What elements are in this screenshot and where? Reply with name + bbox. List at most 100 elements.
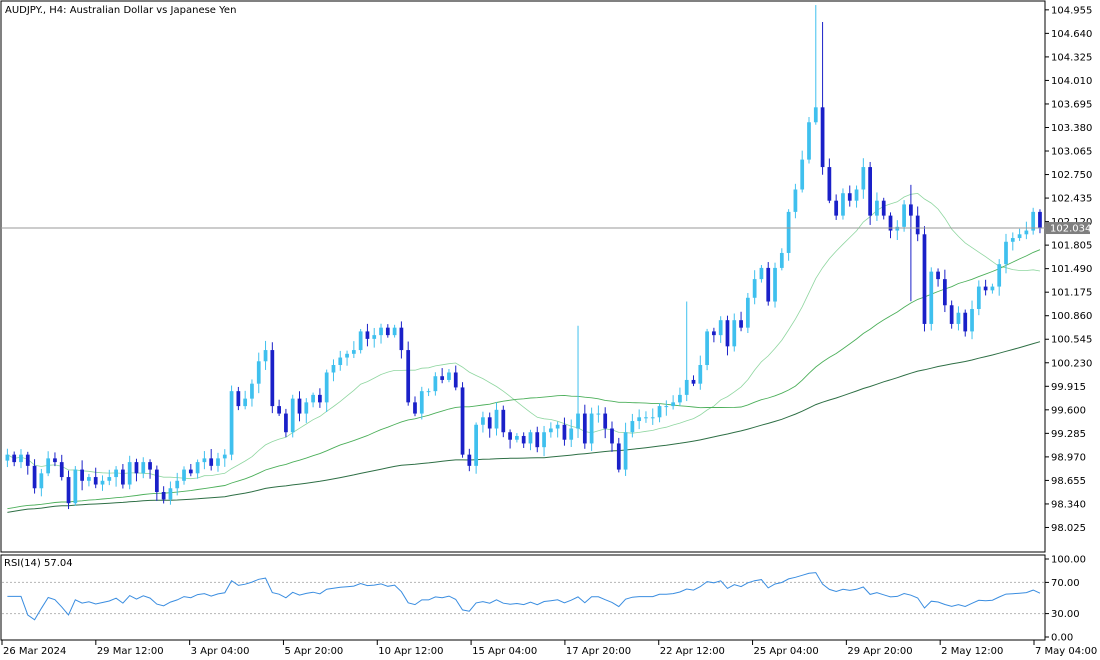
candle-body — [433, 376, 438, 392]
candle-body — [1024, 230, 1029, 235]
moving-average-line-3 — [7, 341, 1041, 513]
price-axis-label: 100.545 — [1051, 335, 1092, 346]
candle-body — [827, 167, 832, 201]
candle-body — [256, 361, 261, 384]
price-axis-label: 104.325 — [1051, 52, 1092, 63]
candle-body — [304, 402, 309, 414]
candle-body — [32, 465, 37, 489]
candle-body — [406, 350, 411, 403]
candle-body — [202, 458, 207, 463]
candle-body — [562, 424, 567, 440]
rsi-axis-label: 70.00 — [1051, 578, 1080, 589]
price-axis: 104.955 104.640 104.325 104.010 103.695 103.3… — [1045, 5, 1092, 534]
time-axis-label: 22 Apr 12:00 — [660, 646, 725, 657]
price-axis-label: 104.010 — [1051, 76, 1092, 87]
candle-body — [956, 312, 961, 324]
candle-body — [39, 473, 44, 489]
candle-body — [121, 469, 125, 485]
candle-body — [1010, 238, 1015, 242]
candle-body — [331, 365, 336, 373]
candle-body — [596, 413, 601, 415]
candle-body — [800, 159, 805, 190]
time-axis-label: 2 May 12:00 — [941, 646, 1003, 657]
candle-body — [5, 454, 10, 461]
candle-body — [582, 413, 587, 444]
candle-body — [535, 432, 540, 448]
candle-body — [467, 454, 472, 466]
candle-body — [752, 279, 757, 298]
candle-body — [922, 234, 927, 324]
candle-body — [875, 200, 879, 216]
candle-body — [807, 122, 811, 160]
candles — [5, 5, 1042, 510]
candle-body — [603, 413, 608, 429]
candle-body — [392, 327, 397, 336]
rsi-series — [2, 572, 1044, 621]
candle-body — [413, 402, 417, 414]
candle-body — [637, 417, 642, 422]
candle-body — [453, 372, 458, 388]
candle-body — [148, 462, 152, 470]
candle-body — [569, 428, 574, 440]
candle-body — [745, 297, 750, 328]
candle-body — [508, 432, 512, 440]
candle-body — [175, 480, 180, 489]
price-axis-label: 98.970 — [1051, 452, 1086, 463]
current-price-badge — [1046, 222, 1090, 235]
candle-body — [718, 320, 723, 336]
candle-body — [365, 331, 370, 339]
candle-body — [385, 327, 390, 336]
candle-body — [834, 200, 839, 216]
candle-body — [610, 428, 614, 444]
candle-body — [1038, 211, 1042, 229]
main-plot-frame — [0, 0, 1046, 553]
candle-body — [127, 462, 132, 485]
candle-body — [236, 391, 241, 407]
candle-body — [1031, 211, 1036, 231]
candle-body — [107, 477, 112, 481]
candle-body — [970, 308, 974, 332]
price-axis-label: 103.695 — [1051, 99, 1092, 110]
candle-body — [515, 435, 519, 440]
candle-body — [779, 252, 784, 268]
rsi-axis-label: 30.00 — [1051, 609, 1080, 620]
candle-body — [868, 167, 873, 216]
candle-body — [161, 491, 166, 500]
candle-body — [895, 226, 900, 231]
candle-body — [93, 477, 98, 485]
candle-body — [59, 462, 64, 478]
candle-body — [426, 391, 431, 393]
candle-body — [705, 331, 709, 366]
candle-body — [881, 200, 886, 216]
candle-body — [548, 428, 553, 433]
price-axis-label: 101.490 — [1051, 264, 1092, 275]
candle-body — [630, 421, 635, 433]
candle-body — [87, 477, 91, 481]
candle-body — [243, 398, 248, 407]
rsi-plot-frame — [0, 554, 1046, 641]
current-price-label: 102.034 — [1050, 224, 1091, 235]
time-axis-label: 25 Apr 04:00 — [754, 646, 819, 657]
candle-body — [820, 107, 825, 168]
candle-body — [358, 331, 363, 351]
candle-body — [168, 488, 173, 500]
price-axis-label: 100.860 — [1051, 311, 1092, 322]
candle-body — [963, 312, 968, 332]
rsi-title: RSI(14) 57.04 — [4, 558, 73, 569]
candle-body — [399, 327, 404, 351]
time-axis-label: 29 Apr 20:00 — [847, 646, 912, 657]
candle-body — [53, 458, 57, 463]
moving-average-line-2 — [7, 249, 1041, 510]
price-axis-label: 103.065 — [1051, 147, 1092, 158]
time-axis-label: 7 May 04:00 — [1035, 646, 1097, 657]
price-axis-label: 102.435 — [1051, 194, 1092, 205]
candle-body — [277, 406, 281, 414]
candle-body — [222, 454, 227, 459]
rsi-axis-label: 100.00 — [1051, 555, 1086, 566]
candle-body — [1004, 241, 1008, 265]
candle-body — [657, 406, 662, 418]
candle-body — [284, 413, 288, 433]
candle-body — [555, 424, 560, 429]
candle-body — [270, 350, 275, 407]
